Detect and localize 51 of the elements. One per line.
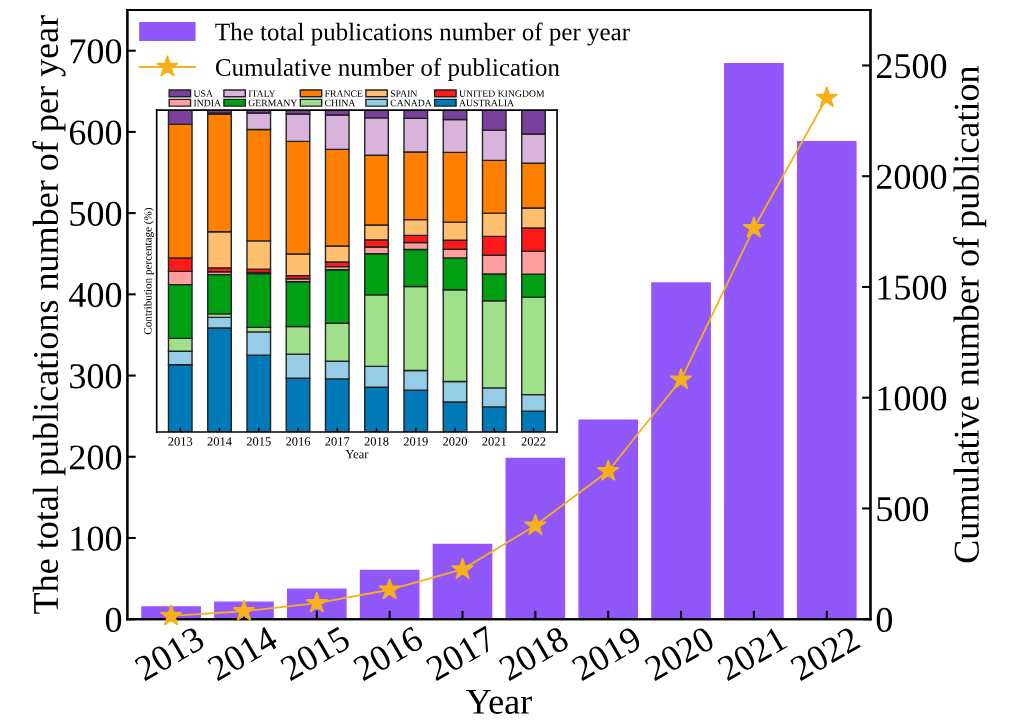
x-tick-label: 2015 xyxy=(279,625,352,682)
y-tick-label: 300 xyxy=(70,364,122,389)
x-tick-label: 2015 xyxy=(246,437,271,446)
x-tick-label: 2016 xyxy=(286,437,311,446)
x-tick-label: 2020 xyxy=(443,437,468,446)
x-tick-label: 2020 xyxy=(643,625,716,682)
x-tick-label: 2017 xyxy=(424,625,498,682)
x-tick-label: 2021 xyxy=(716,626,788,682)
x-tick-label: 2022 xyxy=(789,625,861,682)
legend-label: Cumulative number of publication xyxy=(215,58,560,81)
x-tick-label: 2022 xyxy=(521,437,546,446)
legend-label: FRANCE xyxy=(324,90,363,97)
y-tick-label: 600 xyxy=(69,120,122,145)
x-tick-label: 2021 xyxy=(482,437,507,446)
y2-tick-label: 1000 xyxy=(878,386,947,411)
y-tick-label: 500 xyxy=(70,201,122,226)
legend-label: SPAIN xyxy=(390,90,418,97)
y-tick-label: 100 xyxy=(71,526,122,551)
legend-label: GERMANY xyxy=(248,99,298,107)
y2-tick-label: 500 xyxy=(877,496,929,522)
legend-label: CHINA xyxy=(325,99,356,107)
legend-label: The total publications number of per year xyxy=(215,22,630,46)
x-tick-label: 2014 xyxy=(206,625,280,682)
y-axis-title: Contribution percentage (%) xyxy=(143,208,154,335)
x-tick-label: 2016 xyxy=(352,625,425,682)
legend-label: INDIA xyxy=(193,99,221,107)
y2-tick-label: 2500 xyxy=(876,53,947,79)
x-axis-title: Year xyxy=(345,450,369,459)
y2-axis-title: Cumulative number of publication xyxy=(953,65,987,563)
legend-label: AUSTRALIA xyxy=(459,99,515,107)
legend-label: UNITED KINGDOM xyxy=(459,90,545,97)
x-tick-label: 2013 xyxy=(133,625,206,682)
y-tick-label: 200 xyxy=(69,445,122,470)
legend-label: CANADA xyxy=(390,99,432,107)
legend-label: ITALY xyxy=(248,90,276,97)
x-tick-label: 2018 xyxy=(497,625,570,682)
x-axis-title: Year xyxy=(466,689,532,714)
x-tick-label: 2019 xyxy=(570,625,643,682)
x-tick-label: 2014 xyxy=(207,437,232,446)
y2-tick-label: 1500 xyxy=(878,275,947,300)
legend-label: USA xyxy=(193,90,213,97)
y-tick-label: 400 xyxy=(69,282,122,308)
x-tick-label: 2019 xyxy=(403,437,428,446)
y-tick-label: 0 xyxy=(105,607,122,633)
y-axis-title: The total publications number of per year xyxy=(32,15,66,614)
y2-tick-label: 2000 xyxy=(876,164,947,190)
y2-tick-label: 0 xyxy=(876,607,893,633)
x-tick-label: 2013 xyxy=(168,437,193,446)
y-tick-label: 700 xyxy=(70,39,122,64)
x-tick-label: 2017 xyxy=(325,437,350,446)
x-tick-label: 2018 xyxy=(364,437,389,446)
